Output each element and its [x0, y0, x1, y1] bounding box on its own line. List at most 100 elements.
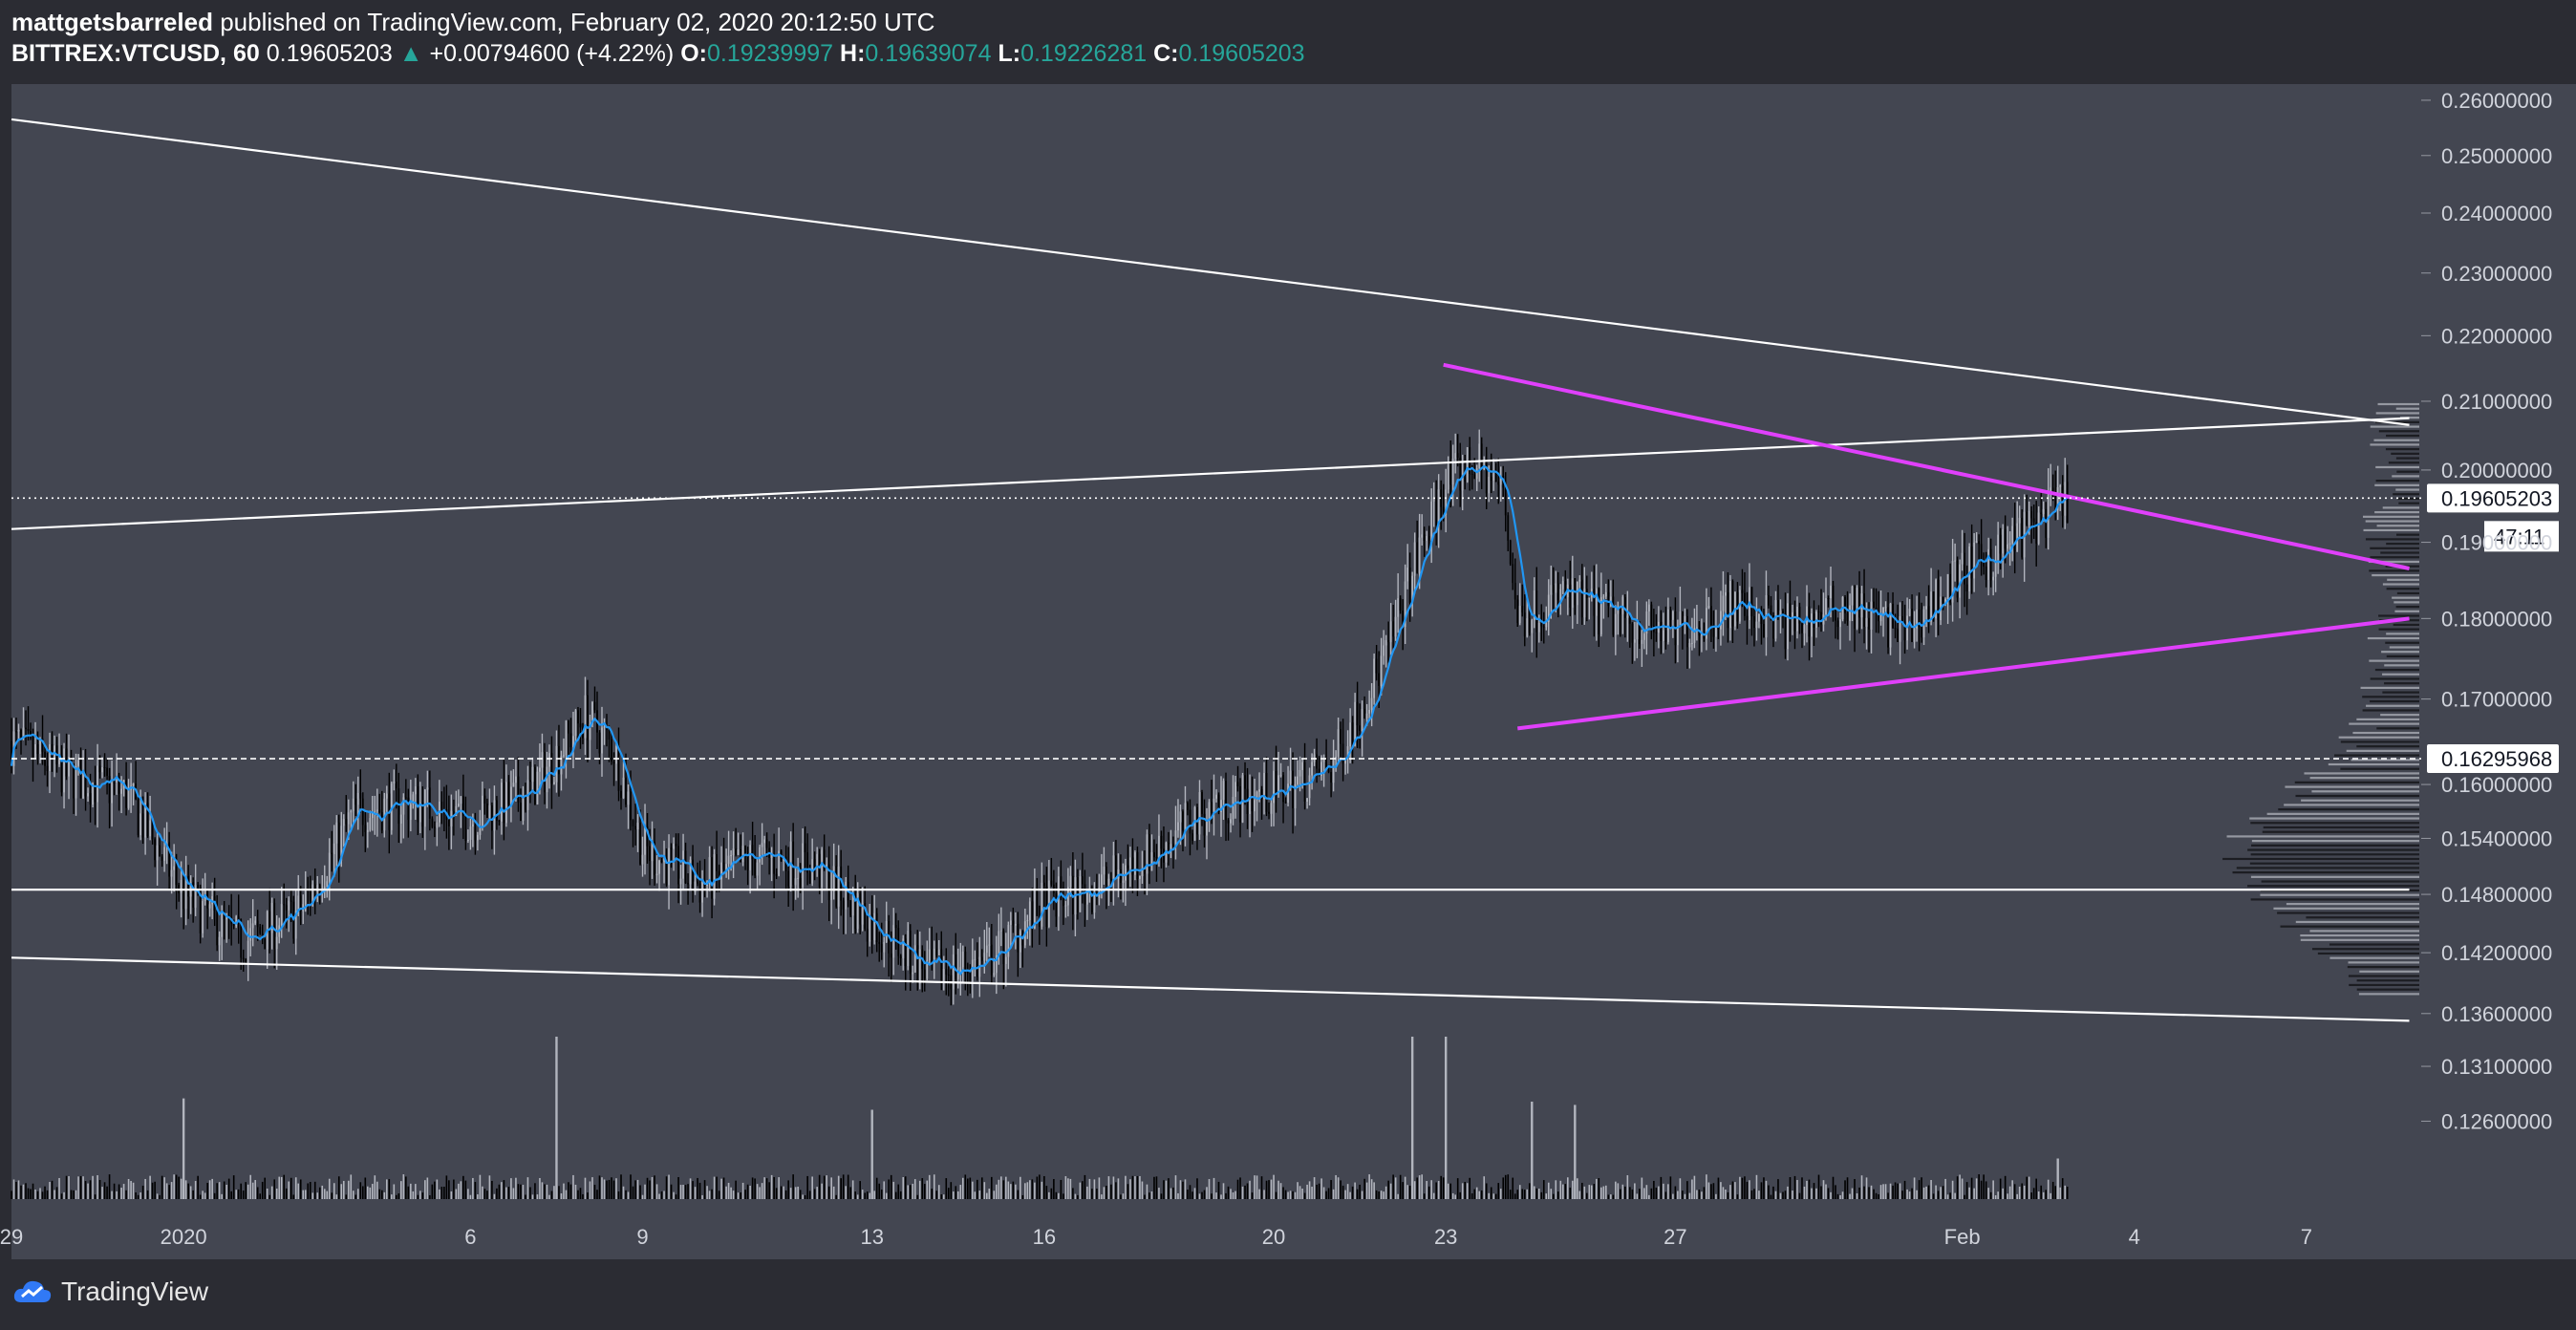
candle-body [947, 974, 950, 976]
candle-body [1755, 621, 1758, 629]
price-axis[interactable] [2421, 84, 2576, 1259]
candle-body [1760, 613, 1763, 625]
candle-body [539, 767, 541, 772]
volume-bar [1256, 1175, 1258, 1199]
volume-bar [883, 1181, 886, 1199]
candle-body [522, 796, 525, 822]
candle-body [1994, 560, 1997, 577]
candle-body [1863, 593, 1865, 627]
volume-bar [1789, 1177, 1792, 1199]
candle-body [98, 765, 101, 773]
volume-bar [132, 1182, 135, 1199]
volume-bar [280, 1176, 283, 1199]
volume-bar [79, 1175, 82, 1199]
volume-bar [1605, 1185, 1607, 1199]
candle-body [1844, 596, 1846, 613]
candle-body [1753, 616, 1755, 629]
profile-bar [2386, 633, 2419, 635]
volume-bar [1170, 1188, 1172, 1199]
chart-pane[interactable] [11, 84, 2421, 1259]
candle-body [46, 765, 49, 771]
volume-bar [1168, 1178, 1170, 1199]
volume-bar [2045, 1190, 2047, 1199]
candle-body [1349, 722, 1352, 747]
y-tick-label: 0.18000000 [2441, 607, 2552, 631]
profile-bar [2373, 439, 2419, 441]
candle-body [840, 866, 843, 901]
volume-bar [347, 1180, 350, 1199]
close-value: 0.19605203 [1178, 40, 1305, 67]
volume-bar [808, 1191, 811, 1199]
volume-bar [106, 1186, 108, 1199]
volume-bar [663, 1191, 665, 1199]
profile-bar [2382, 583, 2419, 586]
tradingview-logo[interactable]: TradingView [13, 1276, 208, 1307]
volume-bar [292, 1194, 295, 1199]
candle-body [770, 854, 773, 859]
volume-bar [2042, 1191, 2045, 1199]
volume-bar [1475, 1187, 1478, 1199]
candle-body [697, 881, 698, 884]
candle-body [1801, 623, 1803, 633]
volume-bar [1937, 1191, 1940, 1199]
candle-body [751, 845, 754, 860]
profile-bar [2392, 475, 2419, 478]
candle-body [1523, 612, 1526, 637]
volume-bar [1887, 1192, 1889, 1199]
volume-bar [1663, 1183, 1664, 1199]
volume-bar [1483, 1176, 1486, 1199]
profile-bar [2391, 452, 2419, 455]
volume-bar [842, 1174, 845, 1199]
volume-bar [1155, 1176, 1158, 1199]
volume-bar [141, 1185, 144, 1199]
countdown-text: 47:11 [2494, 525, 2544, 548]
candle-body [1820, 611, 1822, 625]
volume-bar [2061, 1178, 2064, 1199]
volume-bar [1774, 1191, 1777, 1199]
candle-body [1198, 792, 1201, 835]
volume-bar [1150, 1191, 1153, 1199]
volume-bar [956, 1191, 959, 1199]
candle-body [1258, 789, 1260, 792]
candle-body [1497, 482, 1500, 485]
volume-bar [799, 1190, 802, 1199]
candle-body [1607, 591, 1610, 607]
candle-body [730, 855, 732, 857]
candle-body [1504, 487, 1507, 516]
volume-bar [931, 1189, 934, 1199]
volume-bar [1363, 1178, 1365, 1199]
candle-body [1303, 762, 1306, 802]
volume-bar [689, 1178, 692, 1199]
volume-bar [173, 1174, 175, 1199]
profile-bar [2295, 794, 2419, 798]
volume-bar [421, 1192, 424, 1199]
candle-body [1619, 609, 1621, 614]
volume-bar [1282, 1187, 1284, 1199]
volume-bar [1784, 1191, 1787, 1199]
volume-bar [137, 1194, 140, 1199]
candle-body [651, 842, 654, 862]
profile-bar [2370, 443, 2419, 446]
candle-body [1825, 598, 1827, 615]
candle-body [1101, 874, 1103, 888]
volume-bar [405, 1176, 407, 1199]
volume-bar [1053, 1179, 1055, 1199]
volume-bar [275, 1189, 278, 1199]
volume-bar [1421, 1174, 1423, 1199]
author-name[interactable]: mattgetsbarreled [11, 8, 213, 36]
volume-bar [926, 1180, 929, 1199]
volume-bar [1318, 1183, 1320, 1199]
volume-spike [1531, 1102, 1534, 1199]
candle-body [1206, 819, 1208, 836]
volume-bar [36, 1191, 39, 1199]
volume-bar [1158, 1188, 1160, 1199]
candle-body [1684, 615, 1686, 625]
volume-bar [1621, 1184, 1624, 1199]
volume-bar [1435, 1182, 1437, 1199]
candle-body [1770, 605, 1772, 615]
volume-bar [1222, 1183, 1225, 1199]
candle-body [101, 767, 103, 773]
candle-body [854, 894, 857, 930]
candle-body [1763, 624, 1765, 638]
